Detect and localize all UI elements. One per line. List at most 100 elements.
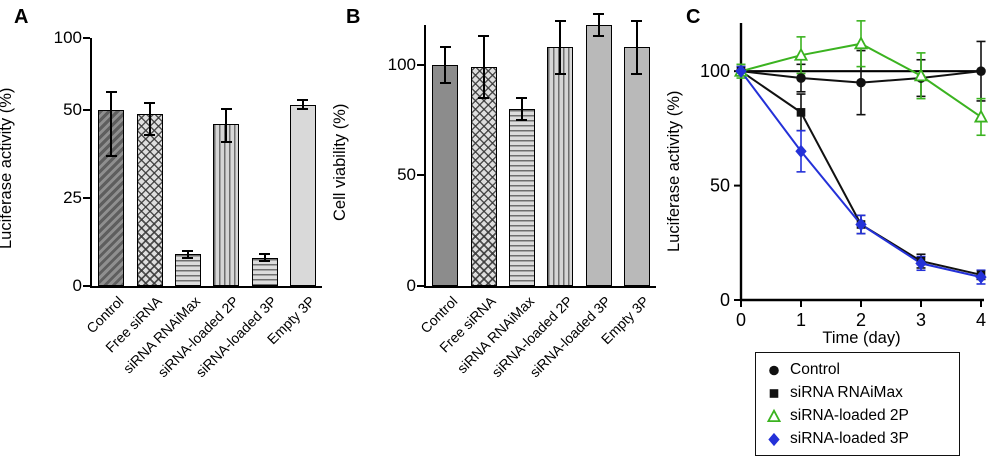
error-cap-top <box>439 46 451 49</box>
y-axis-tick-mark <box>417 63 424 66</box>
error-cap-top <box>631 19 643 22</box>
panel-c-x-axis-title: Time (day) <box>822 329 901 347</box>
bar <box>289 104 316 286</box>
error-cap-top <box>144 102 155 105</box>
error-bar <box>482 36 485 98</box>
error-bar <box>148 103 151 135</box>
panel-b: B Cell viability (%) 0 50 100 Control Free s… <box>331 0 668 461</box>
error-cap-bottom <box>439 81 451 84</box>
triangle-open-marker <box>853 36 869 50</box>
y-axis-tick-label: 0 <box>72 276 82 295</box>
diamond-marker <box>915 256 927 270</box>
error-cap-bottom <box>105 155 117 158</box>
triangle-open-marker-icon <box>766 408 782 422</box>
error-cap-bottom <box>297 107 309 110</box>
diamond-marker <box>768 432 780 446</box>
y-axis-tick-mark <box>83 37 90 39</box>
error-cap-bottom <box>478 96 489 99</box>
legend-label: siRNA-loaded 3P <box>790 429 909 447</box>
panel-b-y-axis-title: Cell viability (%) <box>331 103 349 221</box>
y-axis-tick-label: 100 <box>53 28 82 47</box>
legend-label: Control <box>790 360 840 378</box>
square-marker <box>796 108 806 117</box>
error-cap-top <box>554 19 566 22</box>
panel-a-label: A <box>14 6 29 28</box>
error-cap-top <box>220 107 232 110</box>
diamond-marker <box>735 64 747 78</box>
square-marker <box>769 388 779 398</box>
y-axis-tick-label: 100 <box>700 61 730 81</box>
error-cap-top <box>182 249 194 252</box>
triangle-open-marker <box>793 47 809 61</box>
y-axis-tick-mark <box>83 197 90 200</box>
panel-b-label: B <box>346 6 361 28</box>
x-axis-tick-label: 3 <box>916 310 926 330</box>
bar <box>251 257 278 286</box>
error-bar <box>597 13 600 37</box>
panel-a-plot: 0 25 50 100 Control Free siRNA siRNA RNAiMax si… <box>54 28 322 380</box>
x-axis-tick-label: 0 <box>736 310 746 330</box>
error-cap-top <box>516 96 528 99</box>
bar <box>470 67 497 286</box>
legend-label: siRNA RNAiMax <box>790 383 903 401</box>
error-cap-bottom <box>554 72 566 75</box>
triangle-open-marker <box>766 408 782 422</box>
bar <box>213 124 240 286</box>
y-axis-tick-mark <box>83 109 90 112</box>
legend-item: siRNA RNAiMax <box>765 381 950 404</box>
error-cap-bottom <box>144 133 155 136</box>
diamond-marker <box>975 270 987 284</box>
bar <box>432 64 459 286</box>
diamond-marker <box>795 144 807 158</box>
error-bar <box>110 91 113 157</box>
x-axis-tick-label: 1 <box>796 310 806 330</box>
diamond-marker-icon <box>768 432 780 446</box>
error-bar <box>444 47 447 83</box>
error-cap-bottom <box>259 260 270 263</box>
circle-marker-icon <box>769 365 779 375</box>
error-cap-bottom <box>182 256 194 259</box>
bar <box>508 109 535 286</box>
error-cap-top <box>105 90 117 93</box>
circle-marker <box>796 73 806 83</box>
panel-c-plot: 0 50 100 0 1 2 3 4 <box>700 20 989 330</box>
error-bar <box>263 254 266 262</box>
y-axis-tick-label: 100 <box>387 54 416 74</box>
bar <box>174 254 201 286</box>
error-bar <box>225 108 228 142</box>
panel-a: A Luciferase activity (%) 0 25 50 100 Contro… <box>0 0 336 461</box>
error-bar <box>186 250 189 258</box>
x-axis-tick-label: 4 <box>976 310 986 330</box>
bar <box>585 25 612 286</box>
error-cap-bottom <box>631 72 643 75</box>
error-bar <box>559 20 562 74</box>
y-axis-tick-label: 50 <box>397 165 416 185</box>
x-axis-tick-label: 2 <box>856 310 866 330</box>
y-axis-tick-label: 50 <box>63 100 82 120</box>
legend-item: siRNA-loaded 3P <box>765 427 950 450</box>
bar <box>136 113 163 286</box>
y-axis-tick-label: 0 <box>406 276 416 295</box>
circle-marker <box>769 365 779 375</box>
legend: Control siRNA RNAiMax siRNA-loaded 2P siRNA… <box>755 352 960 456</box>
y-axis-tick-mark <box>417 174 424 177</box>
y-axis-tick-mark <box>417 285 424 287</box>
triangle-open-marker <box>913 68 929 82</box>
diamond-marker <box>855 217 867 232</box>
y-axis-tick-mark <box>83 285 90 287</box>
circle-marker <box>856 77 866 88</box>
error-bar <box>635 20 638 74</box>
legend-item: siRNA-loaded 2P <box>765 404 950 427</box>
bar <box>623 47 650 286</box>
error-bar <box>520 97 523 121</box>
panel-b-plot: 0 50 100 Control Free siRNA siRNA RNAiMax siRN… <box>388 12 656 380</box>
y-axis-tick-label: 50 <box>710 176 730 196</box>
legend-item: Control <box>765 358 950 381</box>
circle-marker <box>976 66 986 76</box>
error-cap-top <box>297 99 309 102</box>
error-cap-bottom <box>220 141 232 144</box>
panel-c-label: C <box>686 6 701 28</box>
square-marker-icon <box>769 388 779 398</box>
error-cap-bottom <box>516 119 528 122</box>
